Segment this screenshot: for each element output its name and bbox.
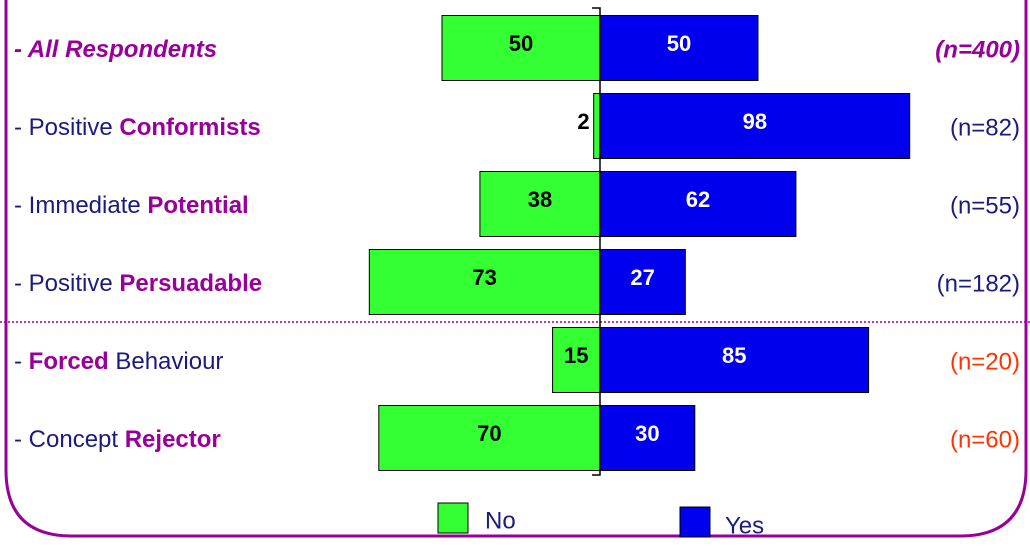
legend-label: No xyxy=(485,507,516,534)
category-label-part: Forced xyxy=(29,348,109,375)
category-label-part: - Concept xyxy=(14,426,125,453)
category-label: - Immediate Potential xyxy=(14,192,249,219)
bar xyxy=(599,249,686,315)
bar xyxy=(368,249,601,315)
sample-size: (n=400) xyxy=(935,36,1020,63)
category-label-part: - Immediate xyxy=(14,192,147,219)
value-label: 50 xyxy=(509,31,533,56)
category-label-part: Conformists xyxy=(119,114,260,141)
sample-size: (n=55) xyxy=(950,192,1020,219)
category-label-part: - All Respondents xyxy=(14,36,217,63)
value-label: 50 xyxy=(667,31,691,56)
legend-swatch xyxy=(679,506,711,538)
value-label: 27 xyxy=(630,265,654,290)
category-label-part: - Positive xyxy=(14,270,119,297)
category-label: - Forced Behaviour xyxy=(14,348,223,375)
sample-size: (n=82) xyxy=(950,114,1020,141)
category-label-part: Rejector xyxy=(125,426,221,453)
category-label-part: - Positive xyxy=(14,114,119,141)
sample-size: (n=20) xyxy=(950,348,1020,375)
value-label: 15 xyxy=(564,343,588,368)
legend-label: Yes xyxy=(725,512,764,539)
category-label: - Positive Persuadable xyxy=(14,270,262,297)
value-label: 70 xyxy=(477,421,501,446)
bar xyxy=(593,93,601,159)
category-label: - Positive Conformists xyxy=(14,114,261,141)
sample-size: (n=60) xyxy=(950,426,1020,453)
category-label: - Concept Rejector xyxy=(14,426,221,453)
value-label: 38 xyxy=(528,187,552,212)
value-label: 62 xyxy=(686,187,710,212)
bar xyxy=(599,15,759,81)
value-label: 30 xyxy=(635,421,659,446)
labels: - All Respondents (n=400) 50 50 - Positive C… xyxy=(14,31,1020,454)
value-label: 98 xyxy=(743,109,767,134)
frame xyxy=(4,0,1028,538)
category-label-part: Potential xyxy=(147,192,248,219)
bar xyxy=(441,15,601,81)
bar xyxy=(599,93,911,159)
center-axis xyxy=(592,7,601,476)
bars xyxy=(368,15,911,471)
bar xyxy=(599,405,696,471)
category-label-part: Behaviour xyxy=(109,348,224,375)
value-label: 85 xyxy=(722,343,746,368)
value-label: 73 xyxy=(472,265,496,290)
bar xyxy=(378,405,601,471)
category-label-part: - xyxy=(14,348,29,375)
value-label: 2 xyxy=(577,109,589,134)
sample-size: (n=182) xyxy=(937,270,1020,297)
category-label-part: Persuadable xyxy=(119,270,262,297)
bar xyxy=(599,171,797,237)
category-label: - All Respondents xyxy=(14,36,217,63)
legend-swatch xyxy=(437,502,469,534)
